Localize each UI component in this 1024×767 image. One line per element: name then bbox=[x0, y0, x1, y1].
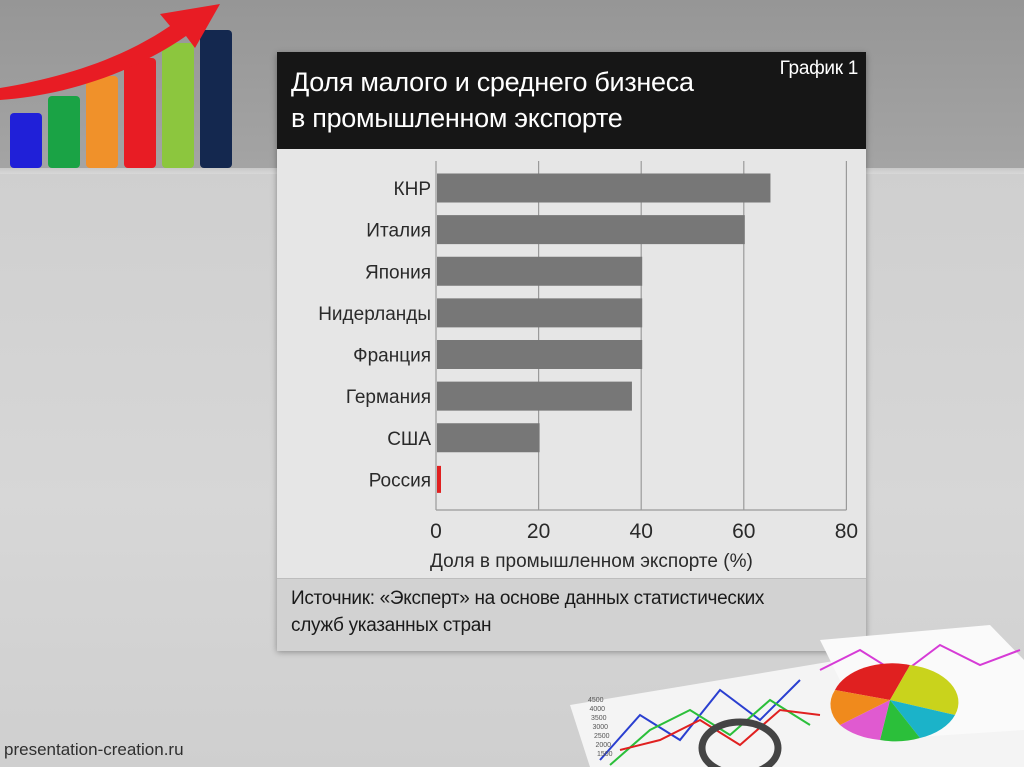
category-label: Япония bbox=[365, 262, 431, 283]
bar bbox=[437, 173, 771, 203]
x-axis-label: Доля в промышленном экспорте (%) bbox=[430, 551, 753, 572]
growth-chart-logo-icon bbox=[0, 4, 232, 168]
bar-chart: КНР Италия Япония Нидерланды Франция Германия… bbox=[318, 161, 858, 572]
bar bbox=[437, 340, 643, 369]
category-label: Германия bbox=[346, 387, 431, 408]
chart-title: Доля малого и среднего бизнеса в промышл… bbox=[291, 64, 761, 136]
category-label: Нидерланды bbox=[318, 304, 431, 325]
logo-bar bbox=[200, 30, 232, 168]
tick-label: 0 bbox=[430, 520, 442, 543]
bar bbox=[437, 215, 745, 245]
logo-bar bbox=[86, 76, 118, 168]
deco-tick-label: 3000 bbox=[593, 724, 609, 731]
chart-badge: График 1 bbox=[779, 58, 859, 79]
bar bbox=[437, 465, 441, 493]
logo-bar bbox=[124, 58, 156, 168]
category-label: Италия bbox=[366, 221, 431, 242]
category-label: Россия bbox=[369, 470, 431, 491]
tick-label: 20 bbox=[527, 520, 550, 543]
deco-tick-label: 3500 bbox=[591, 715, 607, 722]
decorative-charts-illustration: 4500 4000 3500 3000 2500 2000 1500 bbox=[570, 625, 1024, 767]
bar bbox=[437, 298, 643, 328]
deco-tick-label: 2000 bbox=[596, 742, 612, 749]
chart-header: Доля малого и среднего бизнеса в промышл… bbox=[277, 52, 866, 149]
category-label: КНР bbox=[394, 179, 431, 200]
tick-label: 40 bbox=[630, 520, 653, 543]
bar bbox=[437, 423, 540, 453]
logo-bar bbox=[10, 113, 42, 168]
deco-tick-label: 4000 bbox=[590, 706, 606, 713]
chart-title-line-1: Доля малого и среднего бизнеса bbox=[291, 67, 694, 97]
tick-label: 60 bbox=[732, 520, 755, 543]
logo-bar bbox=[48, 96, 80, 168]
source-line-1: Источник: «Эксперт» на основе данных ста… bbox=[291, 588, 765, 609]
bar bbox=[437, 256, 643, 286]
watermark-text: presentation-creation.ru bbox=[4, 740, 184, 759]
chart-card: Доля малого и среднего бизнеса в промышл… bbox=[277, 52, 866, 651]
source-line-2: служб указанных стран bbox=[291, 615, 492, 636]
category-label: США bbox=[387, 429, 431, 450]
chart-title-line-2: в промышленном экспорте bbox=[291, 103, 623, 133]
deco-tick-label: 4500 bbox=[588, 697, 604, 704]
logo-bar bbox=[162, 43, 194, 168]
source-note: Источник: «Эксперт» на основе данных ста… bbox=[277, 578, 866, 651]
deco-tick-label: 2500 bbox=[594, 733, 610, 740]
deco-tick-label: 1500 bbox=[597, 751, 613, 758]
tick-label: 80 bbox=[835, 520, 858, 543]
category-label: Франция bbox=[353, 346, 431, 367]
bar bbox=[437, 381, 632, 411]
